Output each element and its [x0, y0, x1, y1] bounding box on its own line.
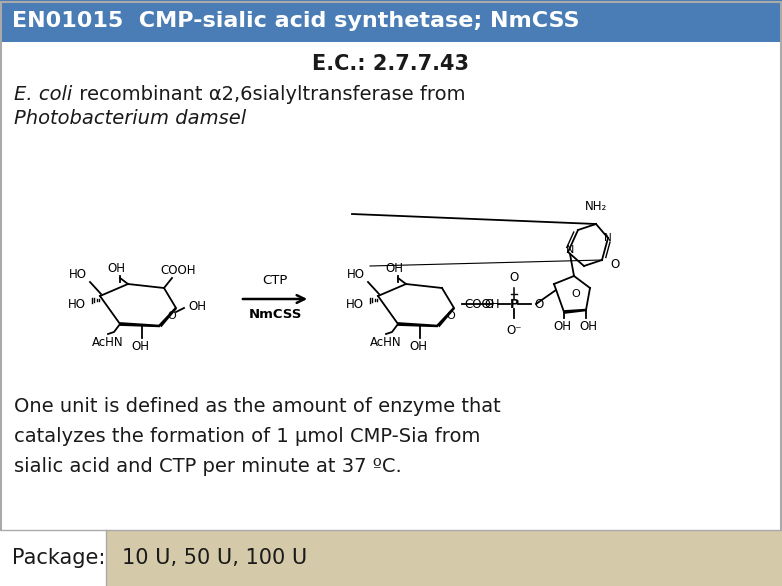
Bar	[0, 0, 782, 42]
Text: sialic acid and CTP per minute at 37 ºC.: sialic acid and CTP per minute at 37 ºC.	[14, 456, 402, 475]
Text: O: O	[485, 298, 494, 311]
Text: AcHN: AcHN	[370, 336, 402, 349]
Text: OH: OH	[553, 319, 571, 332]
Text: O: O	[610, 257, 619, 271]
Text: One unit is defined as the amount of enzyme that: One unit is defined as the amount of enz…	[14, 397, 500, 415]
Text: N: N	[604, 233, 612, 243]
Polygon shape	[120, 322, 160, 327]
Text: Package:: Package:	[12, 548, 106, 568]
Text: catalyzes the formation of 1 μmol CMP-Sia from: catalyzes the formation of 1 μmol CMP-Si…	[14, 427, 480, 445]
Text: OH: OH	[107, 261, 125, 274]
Text: O: O	[447, 311, 455, 321]
Text: HO: HO	[346, 298, 364, 311]
Text: O: O	[509, 271, 518, 284]
Text: O⁻: O⁻	[506, 324, 522, 337]
Text: O: O	[572, 289, 580, 299]
Text: P: P	[509, 298, 518, 311]
Bar	[0, 530, 106, 586]
Text: OH: OH	[385, 261, 403, 274]
Text: EN01015  CMP-sialic acid synthetase; NmCSS: EN01015 CMP-sialic acid synthetase; NmCS…	[12, 11, 579, 31]
Text: COOH: COOH	[464, 298, 500, 311]
Text: HO: HO	[347, 267, 365, 281]
Text: HO: HO	[69, 267, 87, 281]
Bar	[0, 530, 782, 586]
Text: 10 U, 50 U, 100 U: 10 U, 50 U, 100 U	[122, 548, 307, 568]
Text: NmCSS: NmCSS	[249, 308, 302, 322]
Text: AcHN: AcHN	[92, 336, 124, 349]
Polygon shape	[436, 307, 455, 327]
Polygon shape	[398, 322, 438, 327]
Text: OH: OH	[131, 339, 149, 353]
Text: recombinant α2,6sialyltransferase from: recombinant α2,6sialyltransferase from	[73, 84, 465, 104]
Text: N: N	[566, 245, 574, 255]
Text: O: O	[534, 298, 543, 311]
Text: CTP: CTP	[262, 274, 288, 288]
Text: E.C.: 2.7.7.43: E.C.: 2.7.7.43	[313, 54, 469, 74]
Text: Photobacterium damsel: Photobacterium damsel	[14, 108, 246, 128]
Text: OH: OH	[579, 319, 597, 332]
Text: OH: OH	[409, 339, 427, 353]
Text: HO: HO	[68, 298, 86, 311]
Text: OH: OH	[188, 299, 206, 312]
Text: COOH: COOH	[160, 264, 196, 277]
Text: NH₂: NH₂	[585, 199, 607, 213]
Polygon shape	[159, 307, 177, 327]
Text: O: O	[167, 311, 177, 321]
Text: E. coli: E. coli	[14, 84, 72, 104]
Polygon shape	[564, 309, 586, 314]
